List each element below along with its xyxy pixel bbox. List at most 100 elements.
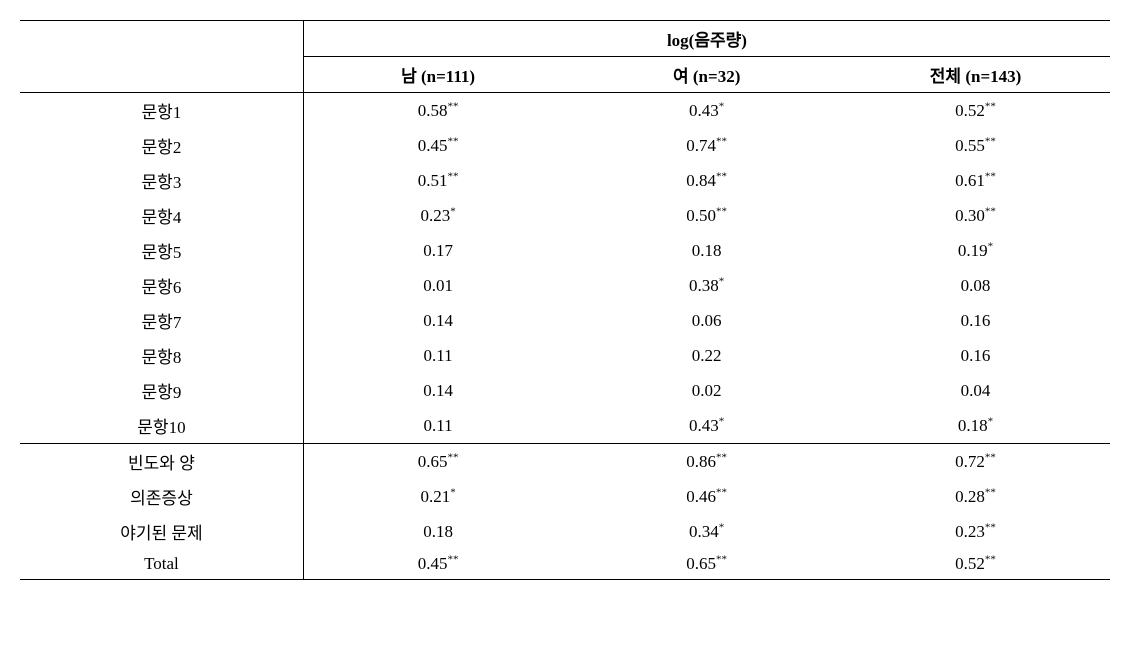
table-body: 문항10.58**0.43*0.52**문항20.45**0.74**0.55*… (20, 93, 1110, 580)
cell-value: 0.72 (955, 452, 985, 471)
cell-value: 0.38 (689, 276, 719, 295)
data-cell: 0.65** (572, 549, 841, 580)
data-cell: 0.14 (303, 303, 572, 338)
significance-marker: * (719, 521, 725, 533)
cell-value: 0.23 (420, 206, 450, 225)
significance-marker: * (719, 275, 725, 287)
significance-marker: ** (716, 170, 727, 182)
significance-marker: * (988, 415, 994, 427)
data-cell: 0.04 (841, 373, 1110, 408)
data-cell: 0.19* (841, 233, 1110, 268)
table-row: 문항70.140.06 0.16 (20, 303, 1110, 338)
data-cell: 0.86** (572, 444, 841, 480)
data-table: log(음주량) 남 (n=111) 여 (n=32) 전체 (n=143) 문… (20, 20, 1110, 580)
significance-marker: ** (447, 170, 458, 182)
data-cell: 0.58** (303, 93, 572, 129)
header-col-total: 전체 (n=143) (841, 57, 1110, 93)
significance-marker: ** (985, 170, 996, 182)
data-cell: 0.45** (303, 128, 572, 163)
data-cell: 0.23** (841, 514, 1110, 549)
cell-value: 0.50 (686, 206, 716, 225)
cell-value: 0.14 (423, 381, 453, 400)
cell-value: 0.21 (420, 487, 450, 506)
header-col-female: 여 (n=32) (572, 57, 841, 93)
cell-value: 0.45 (418, 136, 448, 155)
significance-marker: * (450, 205, 456, 217)
cell-value: 0.61 (955, 171, 985, 190)
data-cell: 0.61** (841, 163, 1110, 198)
row-label: 문항3 (20, 163, 303, 198)
significance-marker: ** (447, 100, 458, 112)
data-cell: 0.52** (841, 93, 1110, 129)
significance-marker: ** (985, 100, 996, 112)
data-cell: 0.74** (572, 128, 841, 163)
data-cell: 0.16 (841, 338, 1110, 373)
cell-value: 0.55 (955, 136, 985, 155)
data-cell: 0.22 (572, 338, 841, 373)
data-cell: 0.72** (841, 444, 1110, 480)
cell-value: 0.11 (424, 416, 453, 435)
cell-value: 0.84 (686, 171, 716, 190)
data-cell: 0.11 (303, 408, 572, 444)
data-cell: 0.17 (303, 233, 572, 268)
table-row: 문항40.23*0.50**0.30** (20, 198, 1110, 233)
table-row: Total0.45**0.65**0.52** (20, 549, 1110, 580)
data-cell: 0.43* (572, 408, 841, 444)
significance-marker: * (450, 486, 456, 498)
cell-value: 0.45 (418, 554, 448, 573)
cell-value: 0.23 (955, 522, 985, 541)
row-label: 문항7 (20, 303, 303, 338)
data-cell: 0.08 (841, 268, 1110, 303)
cell-value: 0.86 (686, 452, 716, 471)
significance-marker: ** (985, 521, 996, 533)
table-row: 문항80.110.220.16 (20, 338, 1110, 373)
row-label: 의존증상 (20, 479, 303, 514)
data-cell: 0.21* (303, 479, 572, 514)
data-cell: 0.50** (572, 198, 841, 233)
data-cell: 0.16 (841, 303, 1110, 338)
significance-marker: ** (716, 451, 727, 463)
cell-value: 0.34 (689, 522, 719, 541)
cell-value: 0.52 (955, 554, 985, 573)
row-label: 문항2 (20, 128, 303, 163)
table-row: 문항20.45**0.74** 0.55 ** (20, 128, 1110, 163)
data-cell: 0.43* (572, 93, 841, 129)
table-row: 의존증상0.21*0.46**0.28** (20, 479, 1110, 514)
row-label: 문항1 (20, 93, 303, 129)
header-empty (20, 21, 303, 93)
table-row: 야기된 문제0.180.34*0.23** (20, 514, 1110, 549)
significance-marker: ** (985, 486, 996, 498)
data-cell: 0.06 (572, 303, 841, 338)
significance-marker: * (719, 100, 725, 112)
data-cell: 0.02 (572, 373, 841, 408)
significance-marker: ** (716, 135, 727, 147)
data-cell: 0.51** (303, 163, 572, 198)
data-cell: 0.30** (841, 198, 1110, 233)
data-cell: 0.01 (303, 268, 572, 303)
cell-value: 0.02 (692, 381, 722, 400)
header-spanning: log(음주량) (303, 21, 1110, 57)
significance-marker: ** (985, 553, 996, 565)
table-row: 문항100.110.43*0.18* (20, 408, 1110, 444)
cell-value: 0.16 (961, 311, 991, 330)
data-cell: 0.11 (303, 338, 572, 373)
cell-value: 0.18 (423, 522, 453, 541)
table-row: 문항60.010.38*0.08 (20, 268, 1110, 303)
cell-value: 0.19 (958, 241, 988, 260)
table-row: 문항50.170.180.19* (20, 233, 1110, 268)
cell-value: 0.74 (686, 136, 716, 155)
data-cell: 0.52** (841, 549, 1110, 580)
table-row: 문항90.140.020.04 (20, 373, 1110, 408)
data-cell: 0.18 (572, 233, 841, 268)
cell-value: 0.51 (418, 171, 448, 190)
cell-value: 0.04 (961, 381, 991, 400)
row-label: Total (20, 549, 303, 580)
row-label: 문항4 (20, 198, 303, 233)
data-cell: 0.23* (303, 198, 572, 233)
cell-value: 0.11 (424, 346, 453, 365)
table-row: 문항30.51**0.84**0.61** (20, 163, 1110, 198)
cell-value: 0.22 (692, 346, 722, 365)
significance-marker: ** (716, 553, 727, 565)
significance-marker: ** (447, 553, 458, 565)
significance-marker: ** (716, 486, 727, 498)
